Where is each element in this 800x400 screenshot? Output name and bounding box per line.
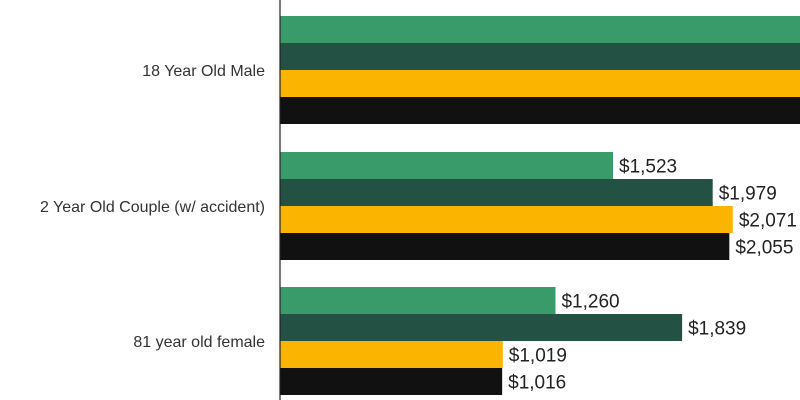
- value-label: $1,260: [561, 292, 619, 313]
- bar: [280, 97, 800, 124]
- value-label: $2,055: [735, 238, 793, 259]
- category-label: 81 year old female: [133, 334, 265, 351]
- value-label: $1,016: [508, 373, 566, 394]
- bar: [280, 233, 730, 260]
- bar: [280, 206, 733, 233]
- category-label: 18 Year Old Male: [142, 63, 265, 80]
- bar: [280, 16, 800, 43]
- bar: [280, 152, 613, 179]
- value-label: $1,839: [688, 319, 746, 340]
- bar: [280, 179, 713, 206]
- value-label: $1,523: [619, 157, 677, 178]
- bar: [280, 314, 683, 341]
- value-label: $1,979: [719, 184, 777, 205]
- bar: [280, 287, 556, 314]
- category-label: 2 Year Old Couple (w/ accident): [40, 199, 265, 216]
- value-label: $1,019: [509, 346, 567, 367]
- value-label: $2,071: [739, 211, 797, 232]
- bar: [280, 70, 800, 97]
- bar: [280, 341, 503, 368]
- bar: [280, 368, 503, 395]
- bar: [280, 43, 800, 70]
